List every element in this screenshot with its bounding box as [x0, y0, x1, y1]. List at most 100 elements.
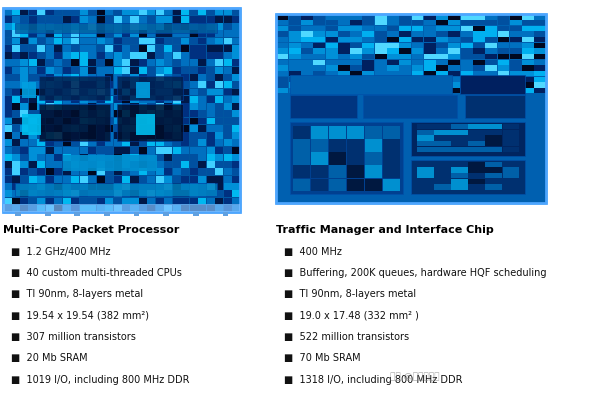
- Bar: [88, 205, 96, 212]
- Bar: [130, 30, 139, 37]
- Bar: [232, 132, 240, 139]
- Bar: [215, 205, 223, 212]
- Bar: [399, 48, 411, 54]
- Bar: [122, 110, 130, 117]
- Bar: [156, 88, 164, 95]
- Bar: [232, 103, 240, 110]
- Bar: [181, 198, 190, 204]
- Bar: [190, 110, 198, 117]
- Bar: [105, 30, 113, 37]
- Bar: [71, 96, 79, 103]
- Bar: [277, 37, 289, 42]
- Bar: [181, 96, 190, 103]
- Bar: [289, 14, 301, 20]
- Bar: [338, 37, 350, 42]
- Bar: [173, 154, 181, 161]
- Bar: [461, 32, 473, 37]
- Bar: [71, 30, 79, 37]
- Bar: [412, 122, 525, 156]
- Bar: [122, 198, 130, 204]
- Bar: [301, 43, 313, 48]
- Bar: [148, 60, 155, 66]
- Bar: [63, 183, 71, 190]
- Bar: [88, 81, 96, 88]
- Bar: [113, 74, 122, 81]
- Bar: [190, 81, 198, 88]
- Bar: [350, 20, 362, 26]
- Bar: [289, 66, 301, 71]
- Bar: [473, 26, 485, 31]
- Bar: [80, 45, 88, 52]
- Bar: [63, 8, 71, 16]
- Bar: [80, 161, 88, 168]
- Bar: [375, 77, 386, 82]
- Bar: [497, 37, 509, 42]
- Bar: [436, 14, 448, 20]
- Bar: [71, 132, 79, 139]
- Bar: [12, 183, 20, 190]
- Bar: [173, 147, 181, 154]
- Bar: [80, 16, 88, 23]
- Bar: [71, 161, 79, 168]
- Bar: [88, 118, 96, 124]
- Bar: [173, 183, 181, 190]
- Bar: [63, 30, 71, 37]
- Bar: [54, 140, 62, 146]
- Bar: [46, 30, 54, 37]
- Bar: [54, 74, 62, 81]
- Bar: [224, 140, 232, 146]
- Bar: [206, 38, 215, 44]
- Bar: [277, 82, 289, 88]
- Bar: [122, 183, 130, 190]
- Bar: [181, 205, 190, 212]
- Bar: [326, 26, 338, 31]
- Bar: [20, 118, 28, 124]
- Text: ■  TI 90nm, 8-layers metal: ■ TI 90nm, 8-layers metal: [284, 289, 416, 299]
- Bar: [436, 32, 448, 37]
- Bar: [113, 118, 122, 124]
- Bar: [198, 38, 206, 44]
- Bar: [130, 161, 139, 168]
- Bar: [117, 76, 184, 100]
- Bar: [461, 71, 473, 76]
- Bar: [130, 67, 139, 74]
- Bar: [326, 88, 338, 93]
- Bar: [12, 161, 20, 168]
- Bar: [63, 110, 71, 117]
- Bar: [105, 81, 113, 88]
- Bar: [156, 205, 164, 212]
- Bar: [232, 183, 240, 190]
- Bar: [451, 173, 468, 178]
- Bar: [4, 23, 11, 30]
- Bar: [63, 45, 71, 52]
- Bar: [290, 75, 452, 94]
- Bar: [206, 110, 215, 117]
- Bar: [326, 43, 338, 48]
- Bar: [46, 168, 54, 175]
- Bar: [436, 26, 448, 31]
- Bar: [12, 38, 20, 44]
- Bar: [173, 38, 181, 44]
- Bar: [4, 205, 11, 212]
- Bar: [206, 74, 215, 81]
- Bar: [12, 118, 20, 124]
- Bar: [156, 8, 164, 16]
- Bar: [215, 16, 223, 23]
- Bar: [224, 125, 232, 132]
- Bar: [20, 60, 28, 66]
- Bar: [289, 37, 301, 42]
- Bar: [510, 26, 522, 31]
- Bar: [198, 118, 206, 124]
- Bar: [206, 81, 215, 88]
- Bar: [54, 176, 62, 183]
- Bar: [130, 38, 139, 44]
- Bar: [20, 96, 28, 103]
- Bar: [522, 88, 534, 93]
- Bar: [130, 205, 139, 212]
- Bar: [12, 176, 20, 183]
- Bar: [139, 96, 147, 103]
- Bar: [37, 74, 46, 81]
- Bar: [80, 125, 88, 132]
- Bar: [206, 154, 215, 161]
- Bar: [4, 96, 11, 103]
